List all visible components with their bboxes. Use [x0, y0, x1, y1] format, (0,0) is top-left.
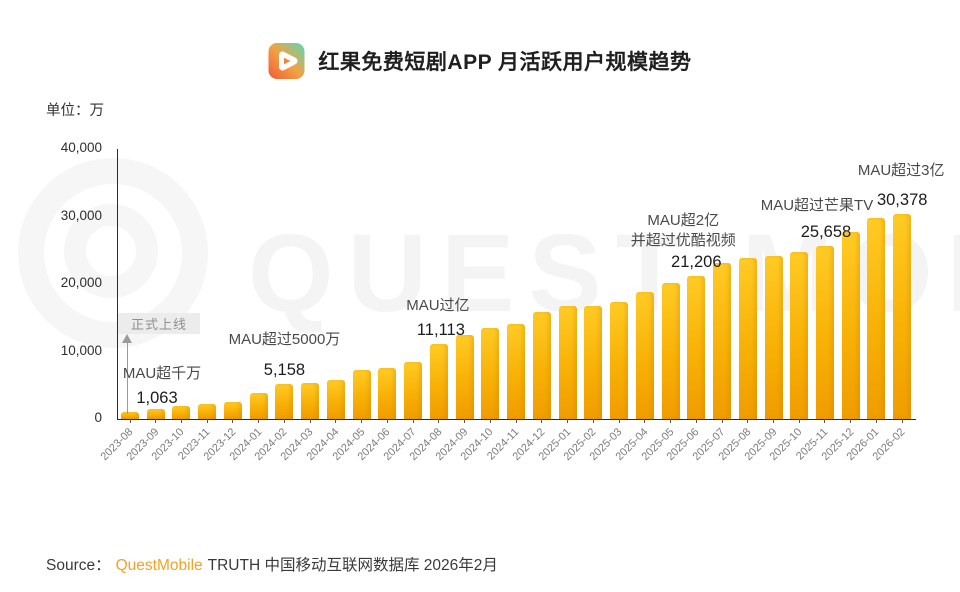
milestone-label: 并超过优酷视频 [630, 231, 736, 249]
bar-2023-12 [223, 402, 242, 419]
x-axis-tick [670, 419, 672, 423]
bar-2023-11 [198, 403, 217, 419]
x-axis-tick [824, 419, 826, 423]
x-axis-tick [386, 419, 388, 423]
x-axis-tick [875, 419, 877, 423]
x-axis-tick [438, 419, 440, 423]
milestone-value: 5,158 [263, 361, 306, 380]
bar-2025-03 [610, 302, 629, 419]
bar-2025-10 [790, 252, 809, 419]
source-text: TRUTH 中国移动互联网数据库 2026年2月 [207, 557, 498, 574]
x-axis-tick [361, 419, 363, 423]
bar-2024-07 [404, 362, 423, 419]
x-axis-tick [721, 419, 723, 423]
milestone-value: 30,378 [876, 190, 928, 209]
source-line: Source： QuestMobile TRUTH 中国移动互联网数据库 2026年… [46, 553, 498, 575]
bar-2024-12 [532, 311, 551, 419]
bar-chart-plot [117, 149, 916, 423]
bar-2025-04 [635, 292, 654, 419]
x-axis-tick [592, 419, 594, 423]
milestone-label: MAU超千万 [122, 364, 202, 382]
bar-2025-06 [687, 275, 706, 419]
bar-2024-08 [429, 344, 448, 419]
x-axis-tick [283, 419, 285, 423]
launch-callout-box: 正式上线 [118, 313, 200, 334]
bar-2023-09 [146, 409, 165, 419]
launch-callout-label: 正式上线 [130, 317, 187, 332]
x-axis-tick [850, 419, 852, 423]
bar-2024-04 [326, 379, 345, 419]
questmobile-watermark-text: QUEST MOBILE [248, 210, 960, 337]
x-axis-tick [541, 419, 543, 423]
milestone-value: 25,658 [800, 222, 852, 241]
bar-2024-09 [455, 334, 474, 419]
y-tick-label: 30,000 [60, 207, 102, 223]
milestone-label: MAU超过芒果TV [760, 196, 874, 214]
page-title: 红果免费短剧APP 月活跃用户规模趋势 [318, 51, 692, 74]
milestone-value: 11,113 [416, 320, 465, 339]
y-tick-label: 10,000 [60, 342, 102, 358]
milestone-label: MAU过亿 [406, 296, 470, 314]
x-axis-tick [180, 419, 182, 423]
unit-label: 单位：万 [46, 103, 104, 119]
x-axis-tick [515, 419, 517, 423]
bar-2026-01 [867, 217, 886, 419]
bar-2024-02 [275, 384, 294, 419]
x-axis-tick [901, 419, 903, 423]
bar-2023-10 [172, 406, 191, 419]
x-axis-tick [335, 419, 337, 423]
bar-2024-03 [301, 382, 320, 419]
bar-2025-05 [661, 283, 680, 419]
milestone-value: 21,206 [671, 252, 722, 271]
x-axis: 2023-08 2023-09 2023-10 2023-11 2023-12 2024-… [98, 423, 917, 483]
bar-2023-08 [121, 411, 139, 419]
bar-2024-05 [352, 370, 371, 419]
x-axis-tick [798, 419, 800, 423]
x-axis-tick [258, 419, 260, 423]
x-axis-tick [747, 419, 749, 423]
bar-2025-11 [815, 245, 834, 419]
y-tick-label: 40,000 [60, 140, 102, 155]
chart-header: 红果免费短剧APP 月活跃用户规模趋势 [0, 42, 960, 80]
x-axis-tick [309, 419, 311, 423]
milestone-value: 1,063 [136, 388, 178, 407]
x-axis-tick [155, 419, 157, 423]
y-tick-label: 0 [94, 410, 102, 425]
x-axis-tick [567, 419, 569, 423]
source-label: Source： [46, 557, 111, 574]
hongguo-app-icon [268, 42, 305, 80]
x-axis-tick [644, 419, 646, 423]
x-axis-tick [695, 419, 697, 423]
milestone-label: MAU超过5000万 [228, 331, 341, 349]
launch-arrow-icon [122, 334, 132, 343]
x-axis-tick [773, 419, 774, 423]
bar-2025-12 [841, 232, 860, 419]
bar-2025-08 [738, 258, 757, 419]
bar-2025-01 [558, 305, 577, 419]
x-axis-tick [618, 419, 620, 423]
bar-2025-09 [764, 256, 783, 419]
bar-2026-02 [893, 213, 912, 419]
bar-2024-10 [481, 327, 500, 419]
milestone-label: MAU超过3亿 [857, 161, 945, 179]
y-tick-label: 20,000 [60, 275, 102, 290]
bar-2025-07 [713, 263, 732, 419]
x-axis-tick [412, 419, 414, 423]
questmobile-brand: QuestMobile [115, 557, 203, 574]
bar-2024-11 [507, 324, 526, 419]
x-axis-tick [489, 419, 491, 423]
x-axis-tick [232, 419, 234, 423]
bar-2024-01 [249, 393, 268, 419]
launch-arrow-icon [127, 342, 128, 414]
milestone-label: MAU超2亿 [647, 211, 720, 229]
x-axis-tick [464, 419, 466, 423]
x-axis-tick [206, 419, 208, 423]
bar-2025-02 [584, 306, 603, 419]
bar-2024-06 [378, 367, 397, 419]
x-axis-tick [129, 419, 131, 423]
